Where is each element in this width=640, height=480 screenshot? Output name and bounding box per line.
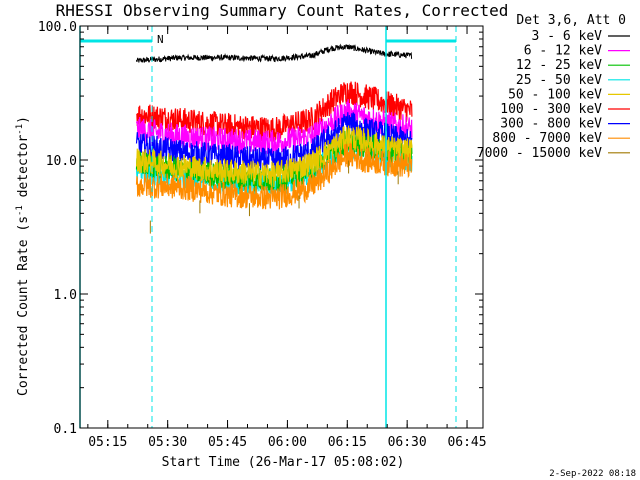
chart-title: RHESSI Observing Summary Count Rates, Co… [56, 1, 509, 20]
series-line-1 [135, 99, 413, 155]
series-line-7 [135, 142, 413, 210]
x-tick-label: 06:15 [328, 435, 367, 450]
y-axis-label-end: ) [16, 116, 31, 124]
flag-label: N [157, 33, 164, 46]
legend-label: 3 - 6 keV [532, 29, 603, 44]
legend-title: Det 3,6, Att 0 [516, 13, 626, 28]
y-tick-label: 1.0 [54, 288, 77, 303]
x-tick-label: 05:15 [88, 435, 127, 450]
x-tick-label: 05:30 [148, 435, 187, 450]
series-line-6 [135, 112, 413, 174]
legend-label: 25 - 50 keV [516, 73, 602, 88]
y-axis-label-sup1: -1 [15, 205, 25, 216]
series-line-5 [136, 81, 413, 142]
y-tick-label: 10.0 [46, 154, 77, 169]
svg-text:Corrected Count Rate (s-1 dete: Corrected Count Rate (s-1 detector-1) [15, 116, 31, 396]
plot-frame [79, 25, 484, 429]
x-tick-label: 06:30 [388, 435, 427, 450]
series-line-0 [136, 43, 413, 63]
axes-layer: 0.1 1.0 10.0 100.0 05:15 05:30 05:45 06:00 06:15… [38, 20, 487, 450]
y-axis-label-sup2: -1 [15, 124, 25, 135]
legend-label: 800 - 7000 keV [492, 131, 602, 146]
footer-timestamp: 2-Sep-2022 08:18 [549, 469, 636, 479]
series-line-4 [135, 125, 413, 188]
legend-label: 50 - 100 keV [508, 87, 602, 102]
legend-label: 7000 - 15000 keV [477, 146, 602, 161]
legend-label: 100 - 300 keV [500, 102, 602, 117]
legend-label: 6 - 12 keV [524, 44, 602, 59]
y-tick-label: 0.1 [54, 422, 77, 437]
x-tick-label: 06:00 [268, 435, 307, 450]
y-axis-label: Corrected Count Rate (s-1 detector-1) [15, 116, 31, 396]
legend-label: 300 - 800 keV [500, 117, 602, 132]
legend-label: 12 - 25 keV [516, 58, 602, 73]
y-tick-label: 100.0 [38, 20, 77, 35]
x-tick-label: 06:45 [447, 435, 486, 450]
x-axis-label: Start Time (26-Mar-17 05:08:02) [162, 455, 405, 470]
y-axis-label-main: Corrected Count Rate (s [16, 216, 31, 396]
series-layer [135, 43, 413, 234]
overlay-layer: N [79, 26, 457, 428]
y-axis-label-mid: detector [16, 135, 31, 206]
x-tick-label: 05:45 [208, 435, 247, 450]
